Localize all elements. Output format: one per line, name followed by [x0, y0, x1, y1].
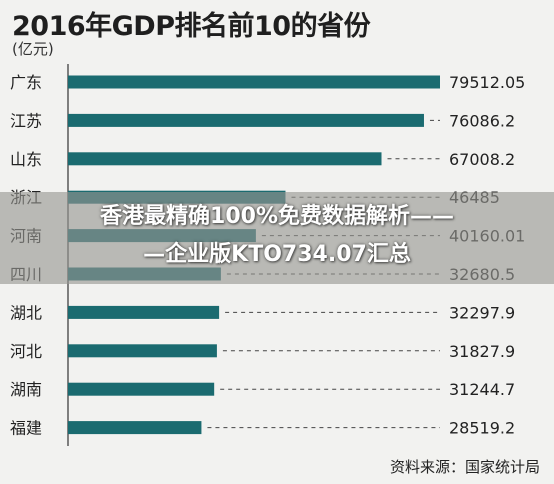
bar — [68, 344, 217, 358]
bar — [68, 152, 382, 166]
value-label: 31244.7 — [449, 380, 515, 399]
category-label: 山东 — [10, 150, 42, 169]
source-note: 资料来源：国家统计局 — [389, 458, 540, 476]
bar — [68, 75, 440, 89]
value-label: 28519.2 — [449, 419, 515, 438]
bar — [68, 421, 202, 435]
bar — [68, 305, 220, 319]
bar — [68, 113, 424, 127]
value-label: 67008.2 — [449, 150, 515, 169]
value-label: 31827.9 — [449, 342, 515, 361]
category-label: 河北 — [10, 342, 42, 361]
overlay-band — [0, 192, 554, 284]
value-label: 32297.9 — [449, 303, 515, 322]
value-label: 79512.05 — [449, 73, 525, 92]
category-label: 广东 — [10, 73, 42, 92]
category-label: 湖北 — [10, 303, 42, 322]
overlay-caption: 香港最精确100%免费数据解析—— —企业版KTO734.07汇总 — [0, 198, 554, 274]
category-label: 湖南 — [10, 380, 42, 399]
category-label: 江苏 — [10, 111, 42, 130]
bar — [68, 382, 215, 396]
unit-label: (亿元) — [12, 40, 54, 58]
category-label: 福建 — [10, 419, 42, 438]
overlay-line-2: —企业版KTO734.07汇总 — [143, 242, 411, 267]
value-label: 76086.2 — [449, 111, 515, 130]
overlay-line-1: 香港最精确100%免费数据解析—— — [100, 204, 454, 229]
chart-title: 2016年GDP排名前10的省份 — [12, 11, 371, 42]
